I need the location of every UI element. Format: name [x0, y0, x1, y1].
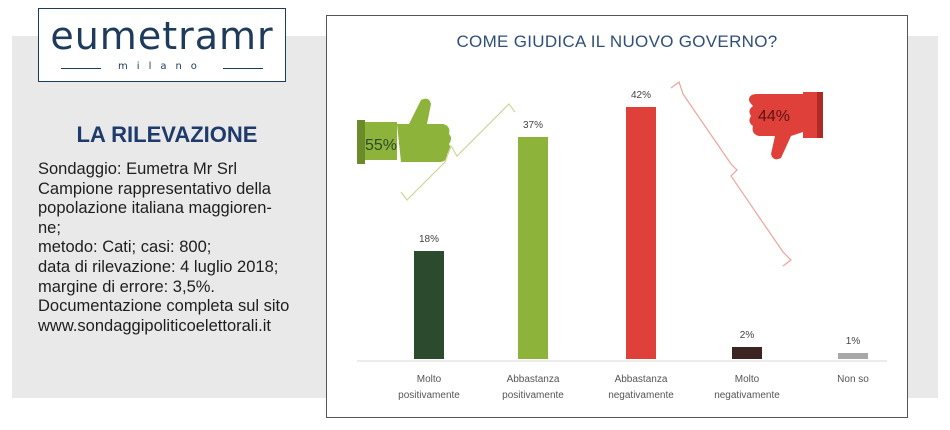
survey-line: popolazione italiana maggioren-: [38, 199, 272, 218]
bar-value-label: 1%: [846, 336, 861, 347]
category-tick-label: Non so: [837, 374, 869, 385]
logo-subtitle: milano: [118, 61, 206, 72]
bars-layer: 18% Molto positivamente 37% Abbastanza positi…: [398, 90, 869, 401]
bar-value-label: 37%: [523, 120, 543, 131]
category-tick-label: Molto: [417, 374, 442, 385]
bar-value-label: 18%: [419, 234, 439, 245]
category-tick-label: Abbastanza: [615, 374, 668, 385]
survey-line: Campione rappresentativo della: [38, 179, 271, 198]
thumbs-down-icon: 44%: [749, 92, 823, 160]
survey-line: Sondaggio: Eumetra Mr Srl: [38, 160, 238, 178]
chart-panel: COME GIUDICA IL NUOVO GOVERNO? 55% 44% 1…: [326, 15, 908, 418]
survey-title: LA RILEVAZIONE: [76, 122, 258, 147]
category-tick-label: negativamente: [608, 390, 674, 401]
category-tick-label: positivamente: [398, 390, 460, 401]
survey-line: margine di errore: 3,5%.: [38, 277, 215, 296]
bar-2: [626, 107, 656, 359]
survey-line: data di rilevazione: 4 luglio 2018;: [38, 257, 279, 276]
category-tick-label: Molto: [735, 374, 760, 385]
category-tick-label: negativamente: [714, 390, 780, 401]
bar-0: [414, 251, 444, 359]
bar-value-label: 42%: [631, 90, 651, 101]
category-tick-label: Abbastanza: [507, 374, 560, 385]
bar-value-label: 2%: [740, 330, 755, 341]
bar-4: [838, 353, 868, 359]
survey-line: metodo: Cati; casi: 800;: [38, 238, 212, 257]
bar-3: [732, 347, 762, 359]
logo-rule-left: [61, 68, 101, 69]
bar-1: [518, 137, 548, 359]
logo-rule-right: [223, 68, 263, 69]
positive-bracket: [400, 103, 516, 201]
survey-website: www.sondaggipoliticoelettorali.it: [38, 316, 271, 335]
survey-line: ne;: [38, 218, 61, 237]
positive-share-label: 55%: [365, 137, 397, 154]
eumetra-logo: eumetramr milano: [38, 8, 286, 82]
negative-share-label: 44%: [758, 108, 790, 125]
thumbs-up-icon: 55%: [357, 98, 451, 164]
category-tick-label: positivamente: [502, 390, 564, 401]
chart-title: COME GIUDICA IL NUOVO GOVERNO?: [456, 32, 777, 51]
survey-line: Documentazione completa sul sito: [38, 297, 290, 316]
logo-wordmark: eumetramr: [50, 14, 274, 58]
negative-bracket: [670, 81, 792, 267]
survey-description: Sondaggio: Eumetra Mr Srl Campione rappr…: [38, 160, 302, 336]
bar-chart: COME GIUDICA IL NUOVO GOVERNO? 55% 44% 1…: [357, 32, 887, 401]
